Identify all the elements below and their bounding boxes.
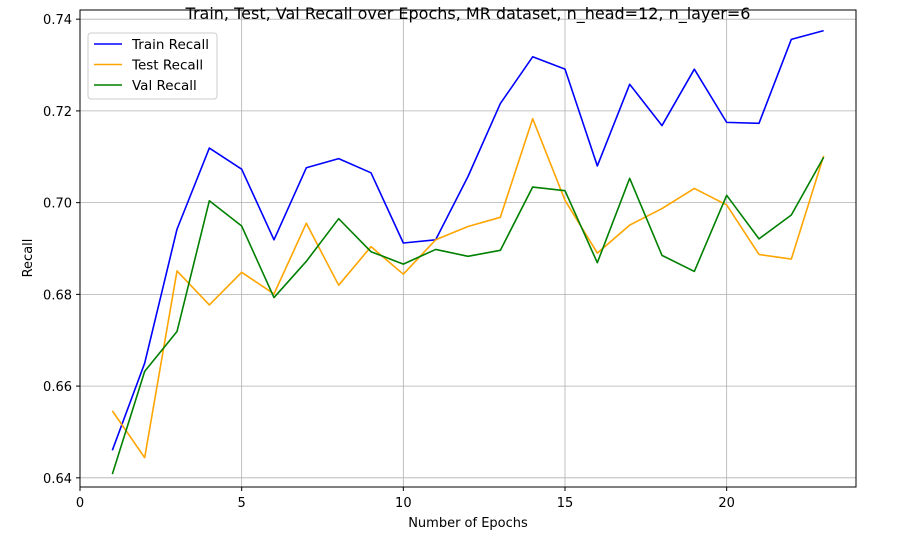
grid-lines xyxy=(79,10,856,487)
chart-title: Train, Test, Val Recall over Epochs, MR … xyxy=(185,4,751,24)
plot-area-frame xyxy=(79,9,857,488)
x-tick-label: 15 xyxy=(557,496,574,511)
x-tick-label: 0 xyxy=(76,496,84,511)
series-lines xyxy=(111,29,825,475)
series-line-test-recall xyxy=(111,117,825,459)
x-tick-label: 5 xyxy=(238,496,246,511)
legend-box xyxy=(87,32,218,100)
x-tick-label: 10 xyxy=(395,496,412,511)
y-tick-label: 0.66 xyxy=(43,380,72,395)
legend: Train Recall Test Recall Val Recall xyxy=(87,32,218,100)
legend-label-test-recall: Test Recall xyxy=(131,58,203,74)
x-tick-label: 20 xyxy=(718,496,735,511)
y-tick-label: 0.68 xyxy=(43,288,72,303)
y-tick-label: 0.64 xyxy=(43,472,72,487)
y-axis-label: Recall xyxy=(21,239,36,278)
x-axis-ticks: 0 5 10 15 20 xyxy=(76,487,735,511)
legend-label-train-recall: Train Recall xyxy=(131,37,209,53)
series-line-val-recall xyxy=(111,156,825,475)
y-tick-label: 0.70 xyxy=(43,197,72,212)
y-tick-label: 0.74 xyxy=(43,13,72,28)
y-tick-label: 0.72 xyxy=(43,105,72,120)
x-axis-label: Number of Epochs xyxy=(408,516,528,531)
legend-label-val-recall: Val Recall xyxy=(132,78,197,94)
series-line-train-recall xyxy=(111,29,824,451)
y-axis-ticks: 0.64 0.66 0.68 0.70 0.72 0.74 xyxy=(43,13,80,487)
